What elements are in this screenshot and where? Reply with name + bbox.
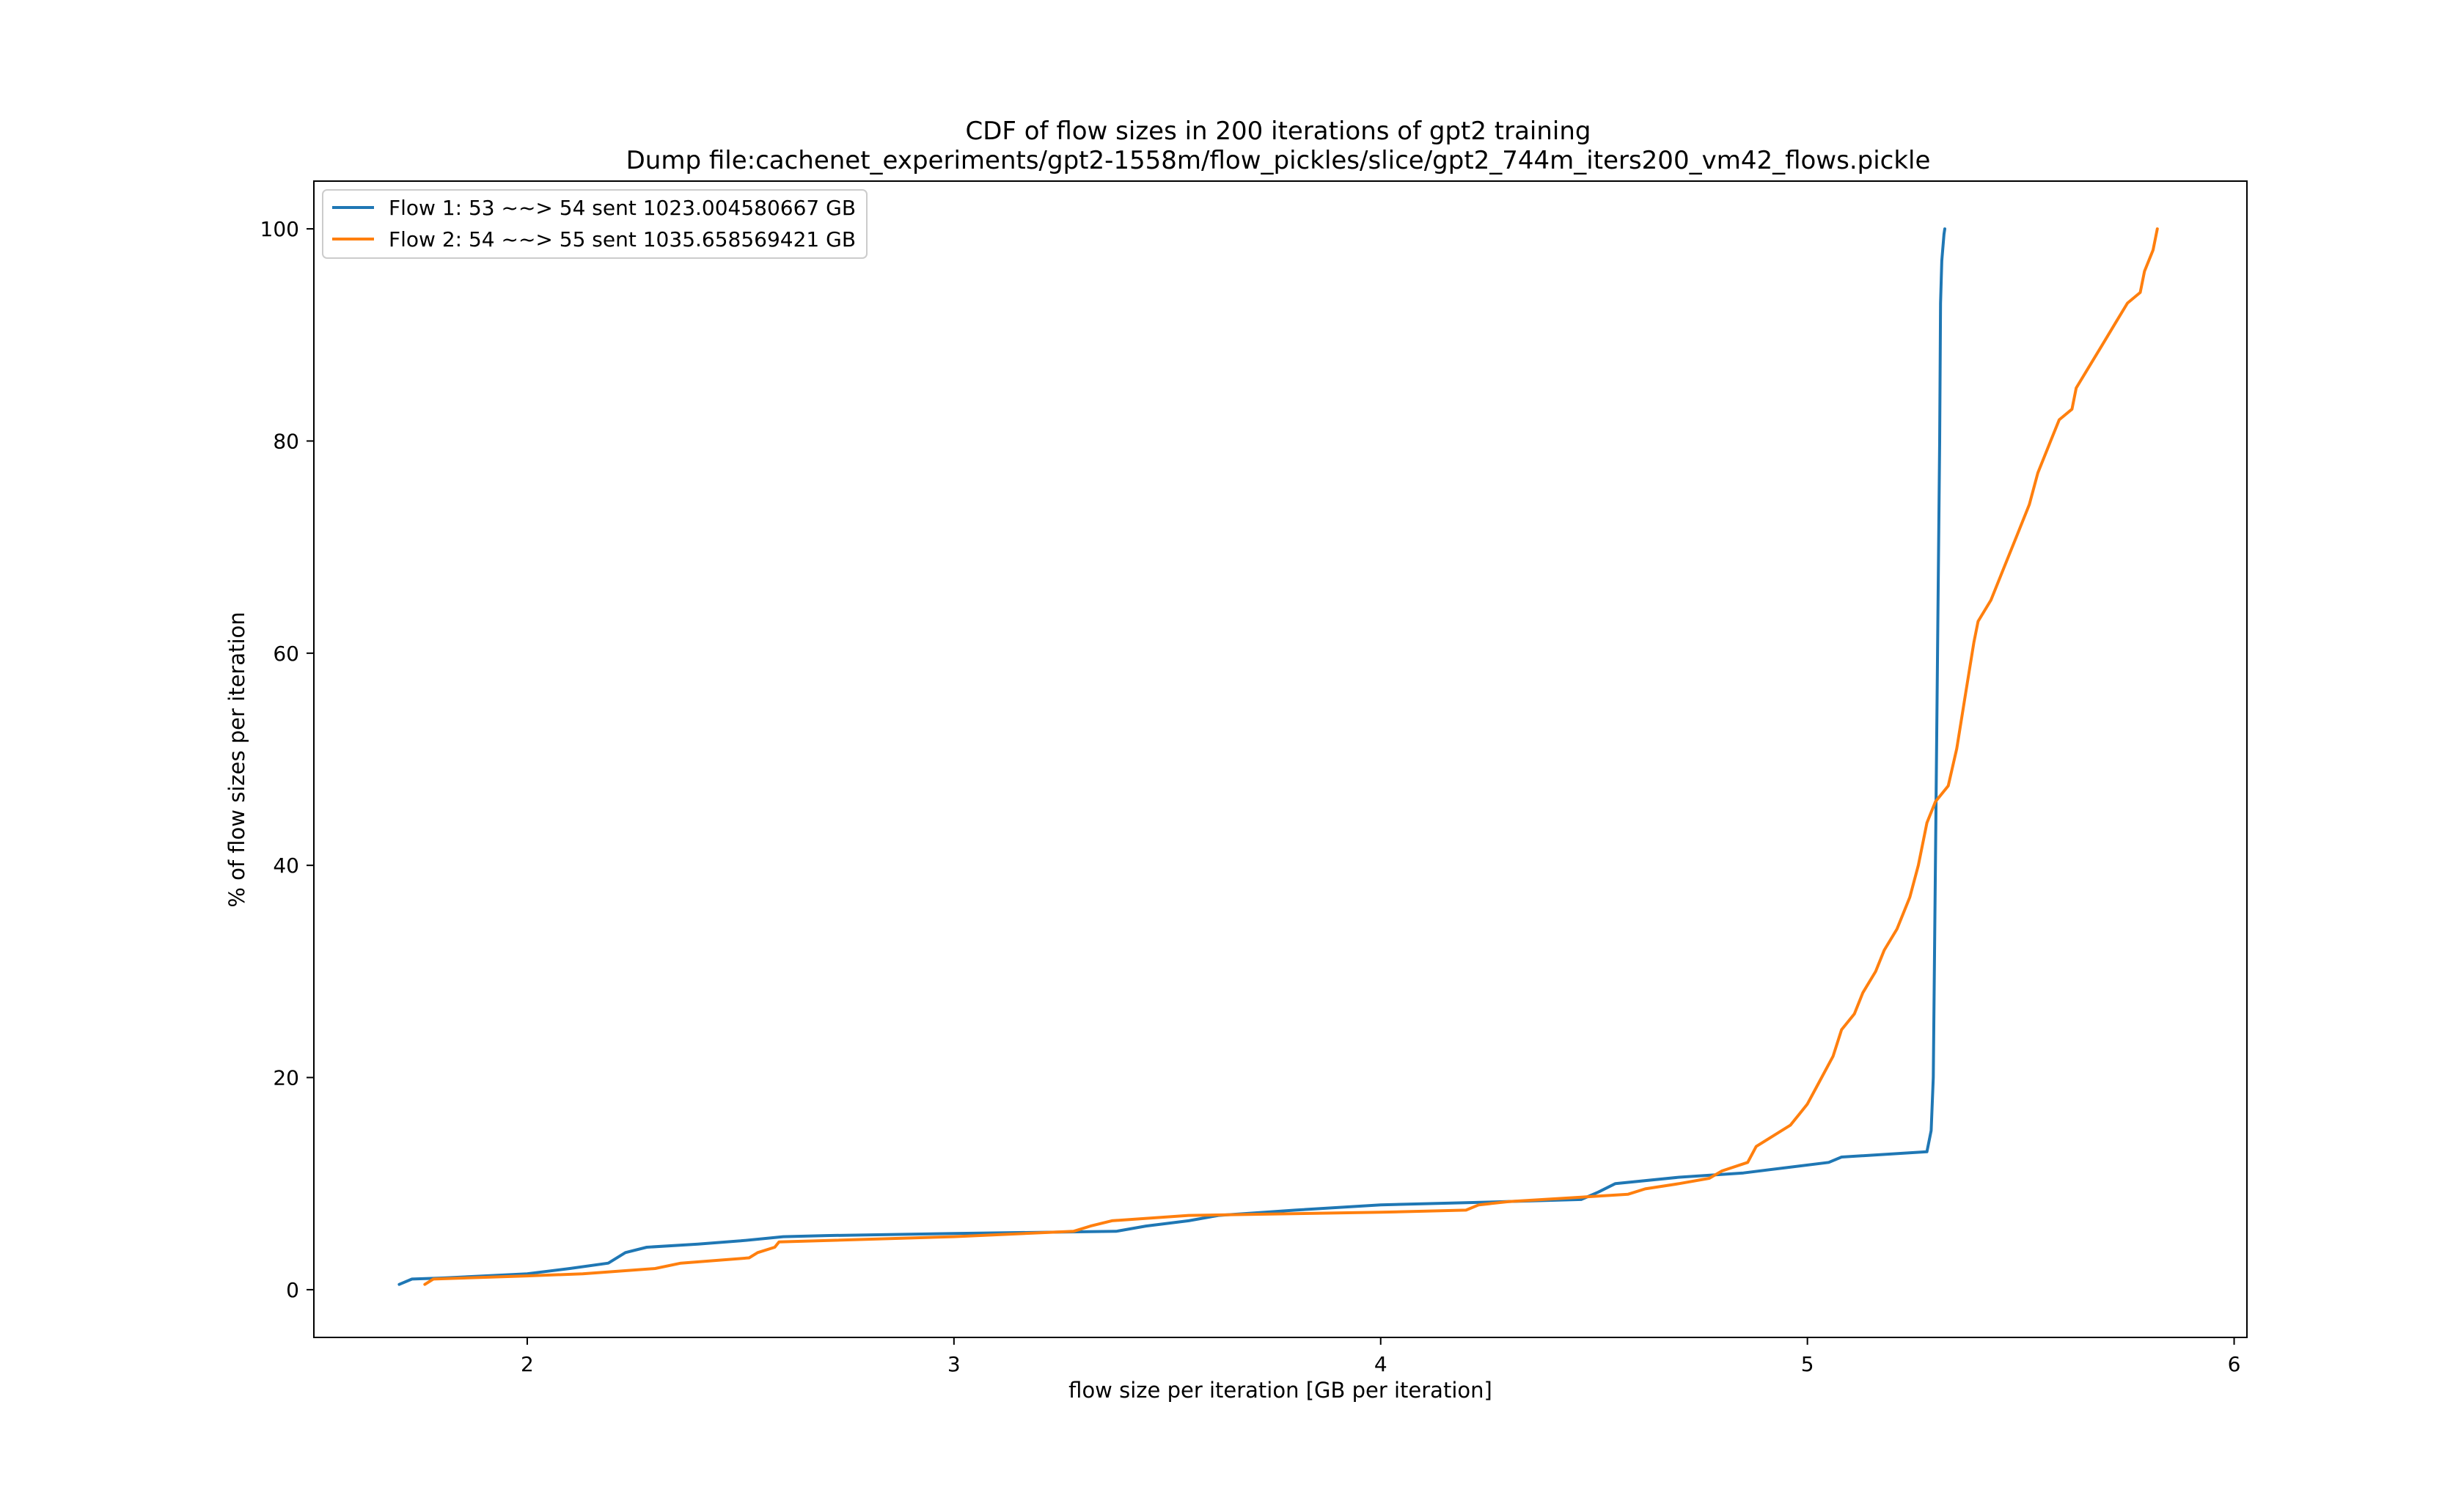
chart-title: CDF of flow sizes in 200 iterations of g…: [965, 117, 1591, 146]
legend: Flow 1: 53 ~~> 54 sent 1023.004580667 GB…: [322, 189, 868, 259]
y-axis-label: % of flow sizes per iteration: [224, 612, 249, 907]
x-tick-label: 6: [2228, 1352, 2241, 1376]
y-tick-label: 100: [260, 217, 299, 241]
legend-label-flow-2: Flow 2: 54 ~~> 55 sent 1035.658569421 GB: [389, 227, 856, 251]
plot-area: [397, 227, 2159, 1286]
axes-frame: [313, 180, 2248, 1338]
x-tick-label: 3: [947, 1352, 961, 1376]
y-tick-label: 0: [286, 1278, 299, 1302]
series-line-flow-1: [397, 227, 1946, 1286]
series-line-flow-2: [423, 227, 2159, 1286]
x-axis: 2 3 4 5 6: [521, 1337, 2240, 1376]
x-tick-label: 2: [521, 1352, 534, 1376]
x-axis-label: flow size per iteration [GB per iteratio…: [1068, 1378, 1492, 1403]
y-tick-label: 80: [273, 429, 299, 453]
legend-box: [322, 189, 868, 259]
chart-subtitle: Dump file:cachenet_experiments/gpt2-1558…: [626, 146, 1931, 175]
y-tick-label: 20: [273, 1066, 299, 1090]
y-axis: 0 20 40 60 80 100: [260, 217, 314, 1302]
x-tick-label: 4: [1374, 1352, 1387, 1376]
y-tick-label: 60: [273, 642, 299, 666]
x-tick-label: 5: [1801, 1352, 1814, 1376]
legend-label-flow-1: Flow 1: 53 ~~> 54 sent 1023.004580667 GB: [389, 196, 856, 220]
y-tick-label: 40: [273, 853, 299, 878]
